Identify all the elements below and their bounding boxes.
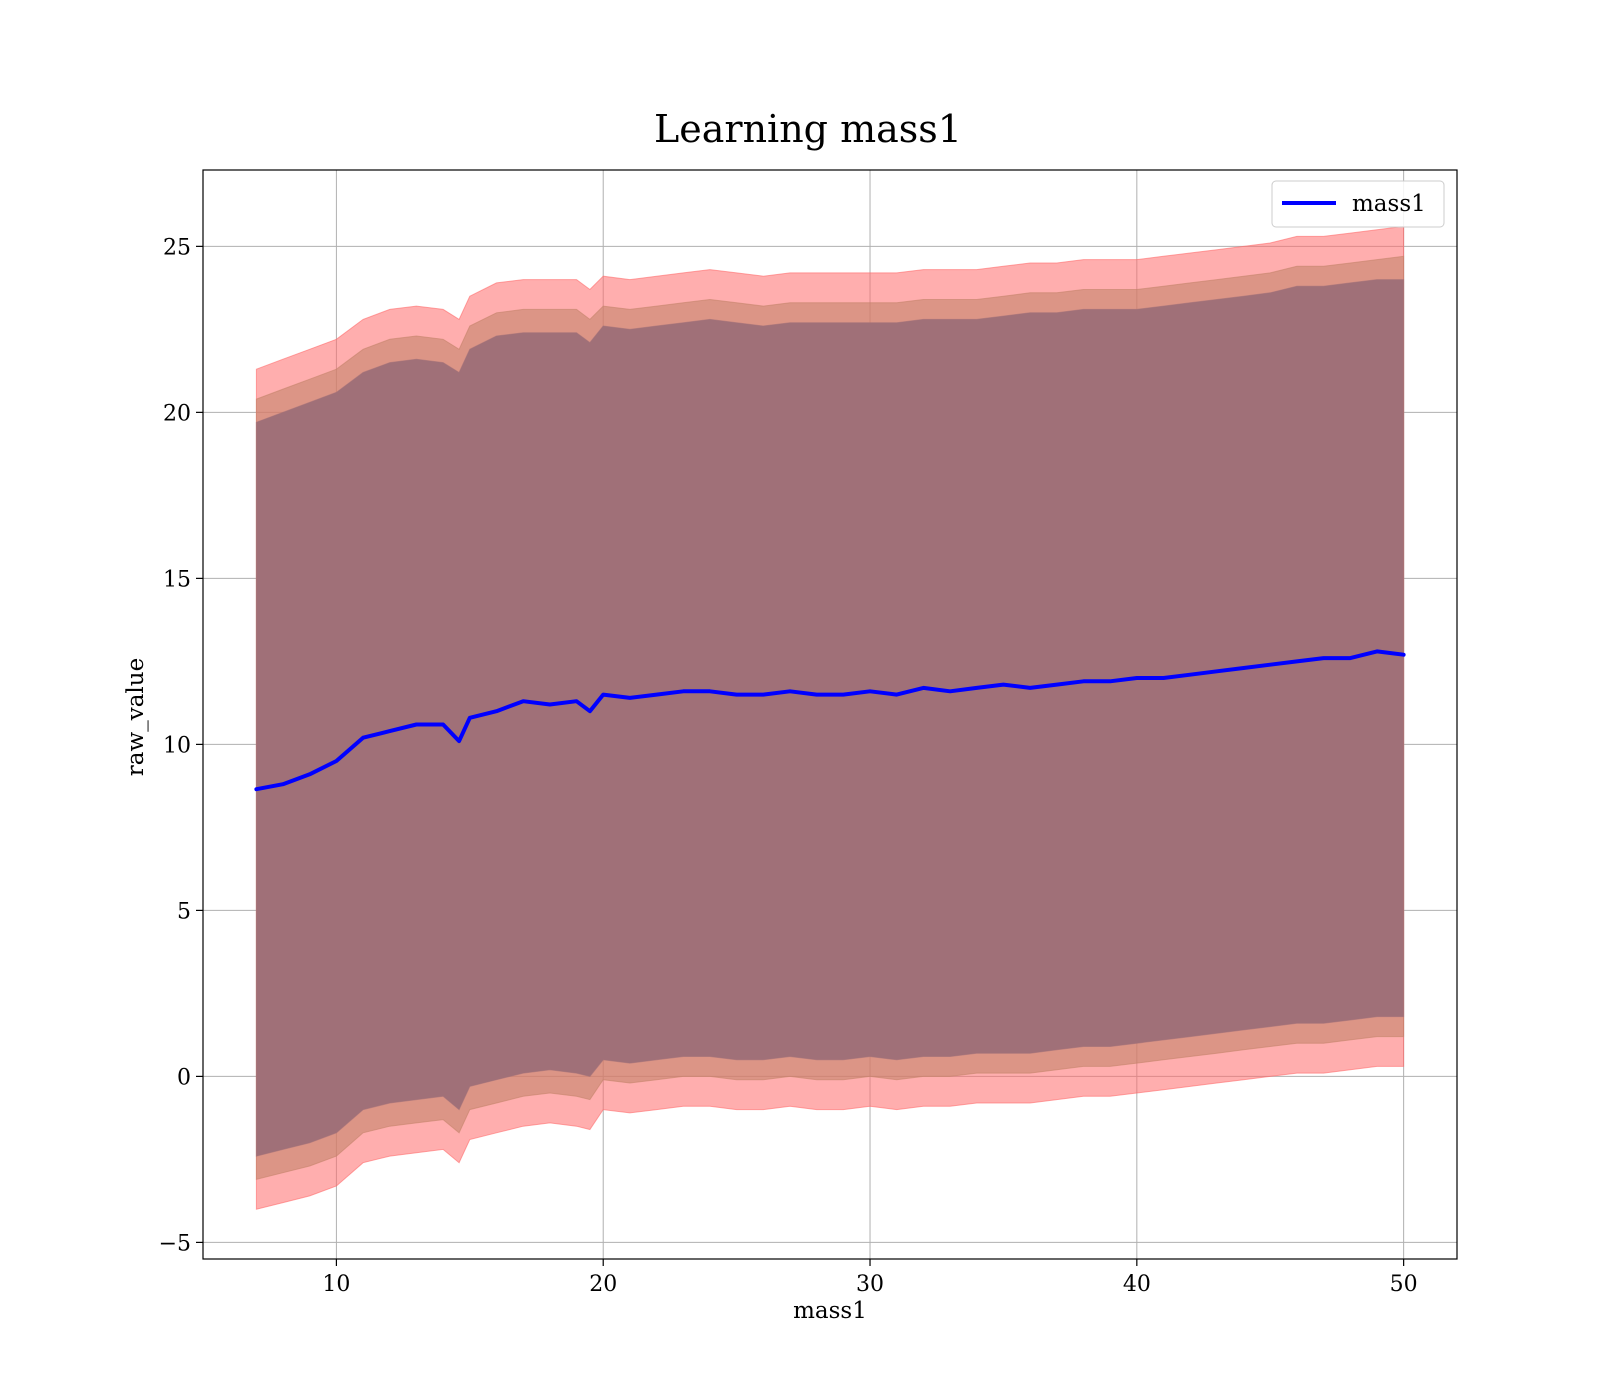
y-tick-label: 10 <box>163 733 191 758</box>
chart-title: Learning mass1 <box>654 107 962 151</box>
legend: mass1 <box>1271 180 1445 228</box>
series-line-mass1 <box>254 649 1406 792</box>
x-tick-label: 40 <box>1123 1272 1151 1297</box>
x-tick-label: 30 <box>856 1272 884 1297</box>
y-axis-label: raw_value <box>123 658 149 776</box>
y-axis-ticks: −5 0 5 10 15 20 25 <box>159 235 203 1256</box>
y-tick-label: 20 <box>163 401 191 426</box>
y-tick-label: 25 <box>163 235 191 260</box>
plot-frame <box>202 169 1458 1260</box>
y-tick-label: 5 <box>177 899 191 924</box>
x-tick-label: 20 <box>589 1272 617 1297</box>
y-tick-label: −5 <box>159 1231 191 1256</box>
x-tick-label: 10 <box>322 1272 350 1297</box>
plot-area <box>202 169 1458 1260</box>
bands <box>255 225 1405 1210</box>
y-tick-label: 0 <box>177 1065 191 1090</box>
legend-box <box>1271 180 1445 228</box>
x-tick-label: 50 <box>1390 1272 1418 1297</box>
x-axis-ticks: 10 20 30 40 50 <box>322 1259 1418 1297</box>
x-axis-label: mass1 <box>793 1298 867 1324</box>
legend-label-mass1: mass1 <box>1352 191 1426 217</box>
y-tick-label: 15 <box>163 567 191 592</box>
band-area-3 <box>255 279 1405 1157</box>
series-lines <box>254 649 1406 792</box>
